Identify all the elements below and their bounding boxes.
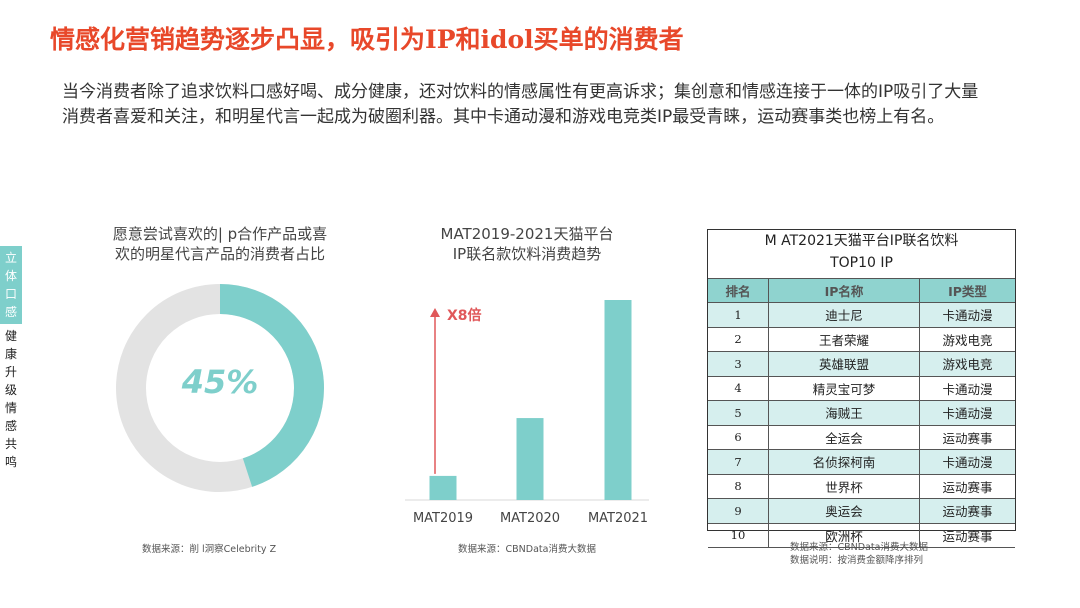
cell-rank: 7 [708, 449, 769, 475]
donut-source: 数据来源：削 l洞察Celebrity Z [142, 544, 277, 555]
table-header-row: 排名 IP名称 IP类型 [708, 279, 1015, 303]
column-header-ip-name: IP名称 [768, 279, 920, 303]
cell-ip-type: 游戏电竞 [919, 327, 1015, 352]
donut-svg [116, 284, 324, 492]
table-source: 数据来源：CBNData消费大数据 数据说明：按消费金额降序排列 [790, 541, 928, 567]
bar-title-line-2: IP联名款饮料消费趋势 [452, 245, 602, 263]
bar-chart-title: MAT2019-2021天猫平台 IP联名款饮料消费趋势 [405, 224, 649, 264]
growth-annotation: X8倍 [447, 307, 482, 324]
x-tick-label: MAT2020 [500, 511, 560, 526]
donut-title-line-1: 愿意尝试喜欢的| p合作产品或喜 [112, 225, 328, 243]
donut-chart: 45% [115, 283, 325, 493]
cell-ip-name: 世界杯 [768, 474, 920, 499]
table-row: 9 奥运会 运动赛事 [708, 498, 1015, 524]
cell-rank: 4 [708, 376, 769, 401]
table-row: 8 世界杯 运动赛事 [708, 474, 1015, 499]
side-nav: 立体口感 健康升级情感共鸣 [0, 246, 22, 471]
table-row: 10 欧洲杯 运动赛事 [708, 523, 1015, 548]
page-title: 情感化营销趋势逐步凸显，吸引为IP和idol买单的消费者 [50, 25, 684, 54]
table-source-line-2: 数据说明：按消费金额降序排列 [790, 555, 924, 566]
table-row: 6 全运会 运动赛事 [708, 425, 1015, 450]
table-row: 2 王者荣耀 游戏电竞 [708, 327, 1015, 352]
x-tick-label: MAT2021 [588, 511, 648, 526]
cell-ip-type: 运动赛事 [919, 523, 1015, 548]
table-title-line-1: M AT2021天猫平台IP联名饮料 [764, 233, 959, 249]
donut-chart-panel: 愿意尝试喜欢的| p合作产品或喜 欢的明星代言产品的消费者占比 [100, 224, 340, 264]
bar-svg: MAT2019 MAT2020 MAT2021 X8倍 [405, 300, 649, 526]
column-header-ip-type: IP类型 [919, 279, 1015, 303]
cell-ip-type: 运动赛事 [919, 498, 1015, 524]
bar-title-line-1: MAT2019-2021天猫平台 [440, 225, 614, 243]
cell-ip-name: 海贼王 [768, 400, 920, 426]
bar-source: 数据来源：CBNData消费大数据 [458, 544, 596, 555]
table-title-line-2: TOP10 IP [830, 255, 893, 271]
cell-ip-name: 奥运会 [768, 498, 920, 524]
cell-ip-type: 卡通动漫 [919, 449, 1015, 475]
cell-rank: 10 [708, 523, 769, 548]
cell-ip-type: 卡通动漫 [919, 302, 1015, 328]
table-row: 7 名侦探柯南 卡通动漫 [708, 449, 1015, 475]
bar-mat2019 [429, 475, 457, 500]
bar-mat2021 [604, 300, 632, 500]
table-row: 5 海贼王 卡通动漫 [708, 400, 1015, 426]
cell-ip-name: 精灵宝可梦 [768, 376, 920, 401]
donut-chart-title: 愿意尝试喜欢的| p合作产品或喜 欢的明星代言产品的消费者占比 [100, 224, 340, 264]
intro-paragraph: 当今消费者除了追求饮料口感好喝、成分健康，还对饮料的情感属性有更高诉求；集创意和… [62, 82, 979, 127]
cell-ip-type: 卡通动漫 [919, 376, 1015, 401]
cell-rank: 1 [708, 302, 769, 328]
bar-mat2020 [516, 418, 544, 500]
cell-rank: 6 [708, 425, 769, 450]
donut-value-label: 45% [181, 363, 259, 401]
cell-rank: 2 [708, 327, 769, 352]
table-row: 3 英雄联盟 游戏电竞 [708, 351, 1015, 377]
table-title: M AT2021天猫平台IP联名饮料 TOP10 IP [708, 230, 1015, 279]
donut-value-arc [219, 284, 324, 487]
cell-ip-name: 迪士尼 [768, 302, 920, 328]
bar-chart: MAT2019 MAT2020 MAT2021 X8倍 [405, 262, 649, 532]
cell-ip-name: 欧洲杯 [768, 523, 920, 548]
bar-chart-panel: MAT2019-2021天猫平台 IP联名款饮料消费趋势 [405, 224, 649, 264]
top10-table-panel: M AT2021天猫平台IP联名饮料 TOP10 IP 排名 IP名称 IP类型… [707, 229, 1016, 548]
table-source-line-1: 数据来源：CBNData消费大数据 [790, 542, 928, 553]
cell-rank: 9 [708, 498, 769, 524]
cell-rank: 5 [708, 400, 769, 426]
top10-table: 排名 IP名称 IP类型 1 迪士尼 卡通动漫 2 王者荣耀 游戏电竞 3 英雄联盟 游戏电竞 4… [708, 279, 1015, 548]
table-row: 1 迪士尼 卡通动漫 [708, 302, 1015, 328]
cell-ip-name: 王者荣耀 [768, 327, 920, 352]
cell-ip-type: 运动赛事 [919, 425, 1015, 450]
cell-ip-type: 游戏电竞 [919, 351, 1015, 377]
cell-ip-name: 全运会 [768, 425, 920, 450]
cell-rank: 8 [708, 474, 769, 499]
cell-ip-name: 名侦探柯南 [768, 449, 920, 475]
column-header-rank: 排名 [708, 279, 769, 303]
table-body: 1 迪士尼 卡通动漫 2 王者荣耀 游戏电竞 3 英雄联盟 游戏电竞 4 精灵宝可梦 卡通动漫 5 海贼王… [708, 302, 1015, 548]
side-nav-rest: 健康升级情感共鸣 [4, 329, 17, 469]
cell-ip-type: 运动赛事 [919, 474, 1015, 499]
cell-ip-name: 英雄联盟 [768, 351, 920, 377]
cell-rank: 3 [708, 351, 769, 377]
cell-ip-type: 卡通动漫 [919, 400, 1015, 426]
donut-title-line-2: 欢的明星代言产品的消费者占比 [114, 245, 325, 263]
table-row: 4 精灵宝可梦 卡通动漫 [708, 376, 1015, 401]
x-tick-label: MAT2019 [413, 511, 473, 526]
growth-arrow-head-icon [430, 308, 440, 317]
side-nav-highlight: 立体口感 [0, 246, 22, 324]
